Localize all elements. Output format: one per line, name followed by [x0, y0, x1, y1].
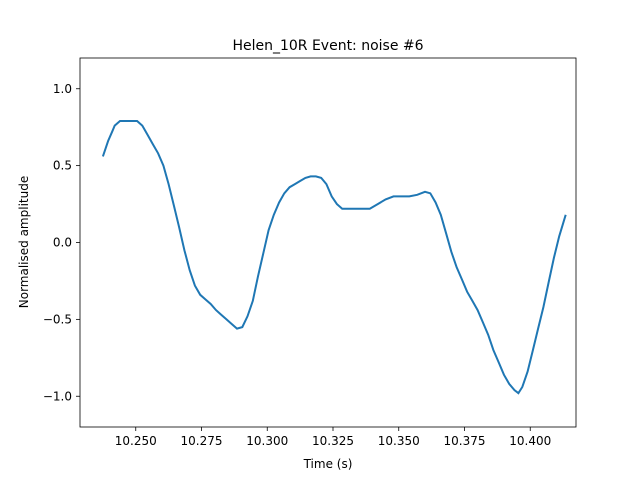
- x-tick-label: 10.300: [246, 434, 288, 448]
- y-tick-label: −1.0: [43, 389, 72, 403]
- chart-title: Helen_10R Event: noise #6: [232, 38, 423, 54]
- y-tick-label: 0.0: [53, 236, 72, 250]
- y-tick-label: 1.0: [53, 82, 72, 96]
- y-tick-label: −0.5: [43, 312, 72, 326]
- x-tick-label: 10.250: [115, 434, 157, 448]
- x-tick-label: 10.350: [378, 434, 420, 448]
- y-axis-label: Normalised amplitude: [17, 176, 31, 308]
- plot-area: [101, 120, 567, 395]
- axes-frame: [79, 57, 577, 428]
- y-tick-label: 0.5: [53, 159, 72, 173]
- x-tick-label: 10.400: [509, 434, 551, 448]
- x-tick-label: 10.275: [181, 434, 223, 448]
- series-line: [101, 120, 567, 395]
- axes: 10.250 10.275 10.300 10.325 10.350 10.375 10.4…: [43, 82, 551, 448]
- x-tick-label: 10.325: [312, 434, 354, 448]
- x-tick-label: 10.375: [443, 434, 485, 448]
- x-axis-label: Time (s): [303, 457, 353, 471]
